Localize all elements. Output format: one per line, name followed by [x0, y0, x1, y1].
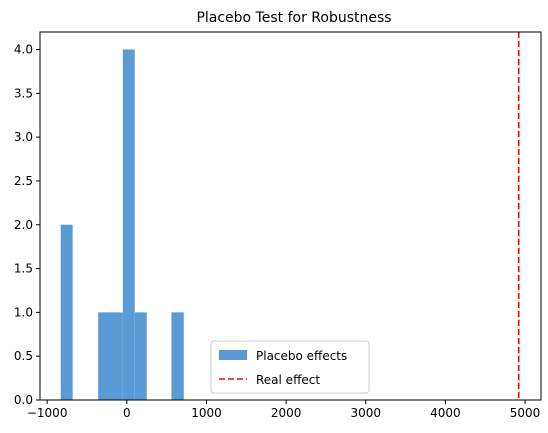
x-tick-label: 4000 [430, 406, 461, 420]
y-tick-label: 2.0 [14, 218, 33, 232]
histogram-bar-2 [122, 49, 135, 401]
plot-frame [39, 31, 542, 401]
x-tick-label: 3000 [350, 406, 381, 420]
x-tick-label: −1000 [27, 406, 68, 420]
x-tick-label: 1000 [191, 406, 222, 420]
y-tick-label: 3.0 [14, 130, 33, 144]
histogram-bar-4 [171, 312, 184, 400]
histogram-bar-3 [134, 312, 147, 400]
y-tick-label: 4.0 [14, 43, 33, 57]
legend-box [210, 340, 370, 394]
chart-title: Placebo Test for Robustness [196, 10, 391, 26]
y-tick-label: 0.5 [14, 349, 33, 363]
x-tick-label: 5000 [510, 406, 541, 420]
y-tick-label: 1.0 [14, 305, 33, 319]
histogram-bar-1 [98, 312, 123, 400]
legend-swatch-placebo [219, 350, 247, 360]
chart-legend: Placebo effects Real effect [210, 340, 370, 394]
y-tick-label: 0.0 [14, 393, 33, 407]
x-tick-label: 0 [123, 406, 131, 420]
y-tick-label: 1.5 [14, 262, 33, 276]
x-axis: −1000 0 1000 2000 3000 4000 5000 [27, 400, 540, 420]
legend-label-real: Real effect [256, 373, 320, 387]
histogram-bars [60, 49, 184, 401]
y-tick-label: 2.5 [14, 174, 33, 188]
histogram-bar-0 [60, 224, 73, 400]
y-axis: 0.0 0.5 1.0 1.5 2.0 2.5 3.0 3.5 4.0 [14, 43, 40, 407]
legend-label-placebo: Placebo effects [256, 349, 347, 363]
x-tick-label: 2000 [271, 406, 302, 420]
y-tick-label: 3.5 [14, 86, 33, 100]
